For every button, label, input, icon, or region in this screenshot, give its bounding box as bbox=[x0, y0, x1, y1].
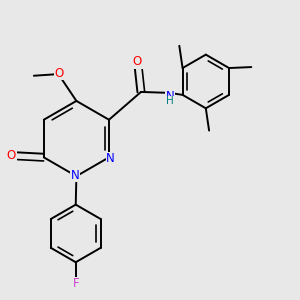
Text: H: H bbox=[166, 96, 174, 106]
Text: N: N bbox=[165, 90, 174, 103]
Text: O: O bbox=[133, 55, 142, 68]
Text: F: F bbox=[72, 277, 79, 290]
Text: N: N bbox=[106, 152, 115, 166]
Text: N: N bbox=[70, 169, 79, 182]
Text: O: O bbox=[7, 149, 16, 162]
Text: O: O bbox=[55, 67, 64, 80]
